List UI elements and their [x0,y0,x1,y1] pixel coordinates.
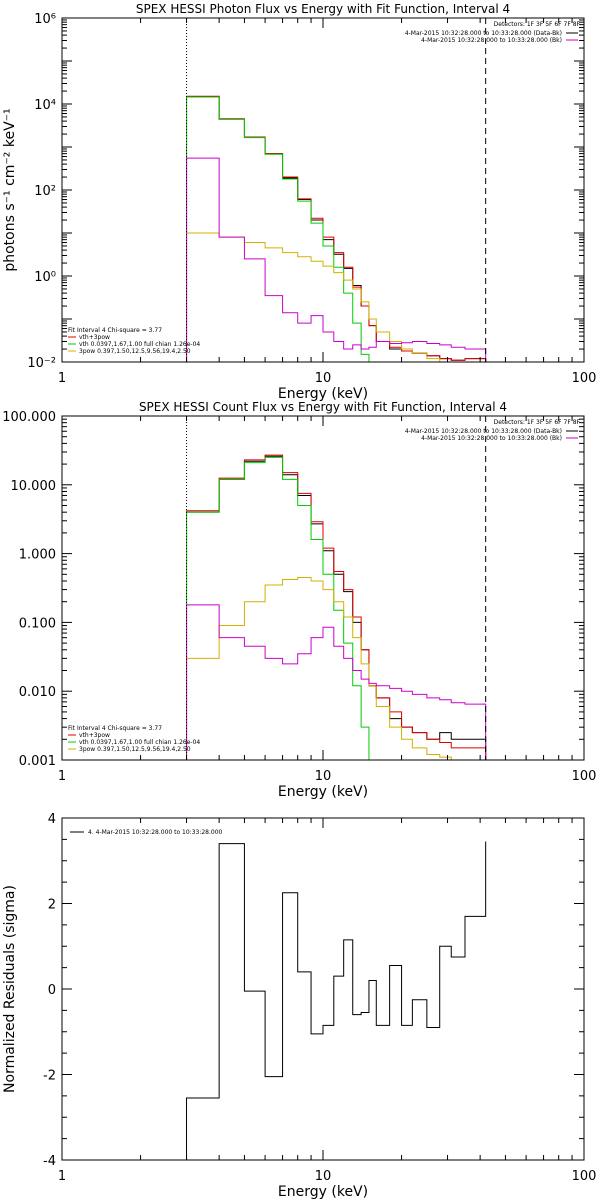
fit-legend-header: Fit Interval 4 Chi-square = 3.77 [68,327,162,334]
y-axis-label: Normalized Residuals (sigma) [2,885,18,1093]
y-tick-label: -4 [43,1154,56,1169]
chart-title: SPEX HESSI Photon Flux vs Energy with Fi… [136,2,510,16]
plot-frame [61,817,585,1161]
panel-photon: SPEX HESSI Photon Flux vs Energy with Fi… [2,2,596,402]
y-tick-label: 0.100 [19,616,56,631]
chart-title: SPEX HESSI Count Flux vs Energy with Fit… [139,400,507,414]
x-tick-label: 1 [58,769,66,784]
series-line-0 [186,455,487,760]
series-line-2 [186,96,486,362]
y-tick-label: 2 [48,898,56,913]
legend-entry: 4-Mar-2015 10:32:28.000 to 10:33:28.000 … [421,37,562,44]
y-tick-label: 0 [48,983,56,998]
y-tick-label: 1.000 [19,548,56,563]
x-axis-label: Energy (keV) [278,1184,368,1200]
fit-legend-entry: vth+3pow [79,732,110,739]
fit-legend-header: Fit Interval 4 Chi-square = 3.77 [68,725,162,732]
fit-legend-entry: 3pow 0.397,1.50,12.5,9.56,19.4,2.50 [79,348,191,355]
plot-area [186,841,487,1160]
panel-count: SPEX HESSI Count Flux vs Energy with Fit… [2,400,596,800]
legend-entry: 4-Mar-2015 10:32:28.000 to 10:33:28.000 … [405,428,562,435]
y-tick-label: 4 [48,812,56,827]
fit-legend-entry: vth 0.0397,1.67,1.00 full chian 1.26e-04 [79,341,200,348]
series-line-4 [186,604,487,760]
y-tick-label: 0.001 [19,754,56,769]
legend-entry: 4. 4-Mar-2015 10:32:28.000 to 10:33:28.0… [88,829,223,836]
series-line-3 [186,576,486,760]
panel-resid: 1 10 100 Energy (keV) -4 -2 0 2 4 Normalized Resi… [2,812,596,1200]
legend-entry: 4-Mar-2015 10:32:28.000 to 10:33:28.000 … [421,435,562,442]
series-line-3 [186,232,486,362]
legend-header: Detectors: 1F 3F 5F 6F 7F 8F [494,419,581,426]
x-axis-label: Energy (keV) [278,784,368,800]
x-tick-label: 10 [315,371,332,386]
y-tick-label: 0.010 [19,685,56,700]
y-tick-label: -2 [43,1069,56,1084]
x-tick-label: 10 [315,769,332,784]
y-tick-label: 10⁻² [27,356,56,371]
x-tick-label: 1 [58,1169,66,1184]
legend-entry: 4-Mar-2015 10:32:28.000 to 10:33:28.000 … [405,30,562,37]
y-tick-label: 10⁶ [34,12,56,27]
y-tick-label: 10⁴ [34,98,56,113]
plot-area [186,454,487,760]
x-tick-label: 100 [572,1169,597,1184]
x-tick-label: 10 [315,1169,332,1184]
x-tick-label: 100 [572,371,597,386]
y-tick-label: 10² [34,184,56,199]
fit-legend-entry: 3pow 0.397,1.50,12.5,9.56,19.4,2.50 [79,746,191,753]
legend-header: Detectors: 1F 3F 5F 6F 7F 8F [494,21,581,28]
y-tick-label: 10.000 [11,479,57,494]
series-line-4 [186,157,487,362]
y-tick-label: 100.000 [2,410,56,425]
x-tick-label: 1 [58,371,66,386]
plot-area [186,95,487,362]
y-tick-label: 10⁰ [34,270,56,285]
fit-legend-entry: vth+3pow [79,334,110,341]
y-axis-label: photons s⁻¹ cm⁻² keV⁻¹ [2,108,18,271]
series-line-1 [186,454,487,760]
plot-frame [61,17,585,363]
fit-legend-entry: vth 0.0397,1.67,1.00 full chian 1.26e-04 [79,739,200,746]
series-line-2 [186,456,486,760]
series-line-0 [186,95,487,362]
x-axis-label: Energy (keV) [278,386,368,402]
x-tick-label: 100 [572,769,597,784]
series-line-1 [186,95,487,362]
series-line-0 [186,841,487,1160]
